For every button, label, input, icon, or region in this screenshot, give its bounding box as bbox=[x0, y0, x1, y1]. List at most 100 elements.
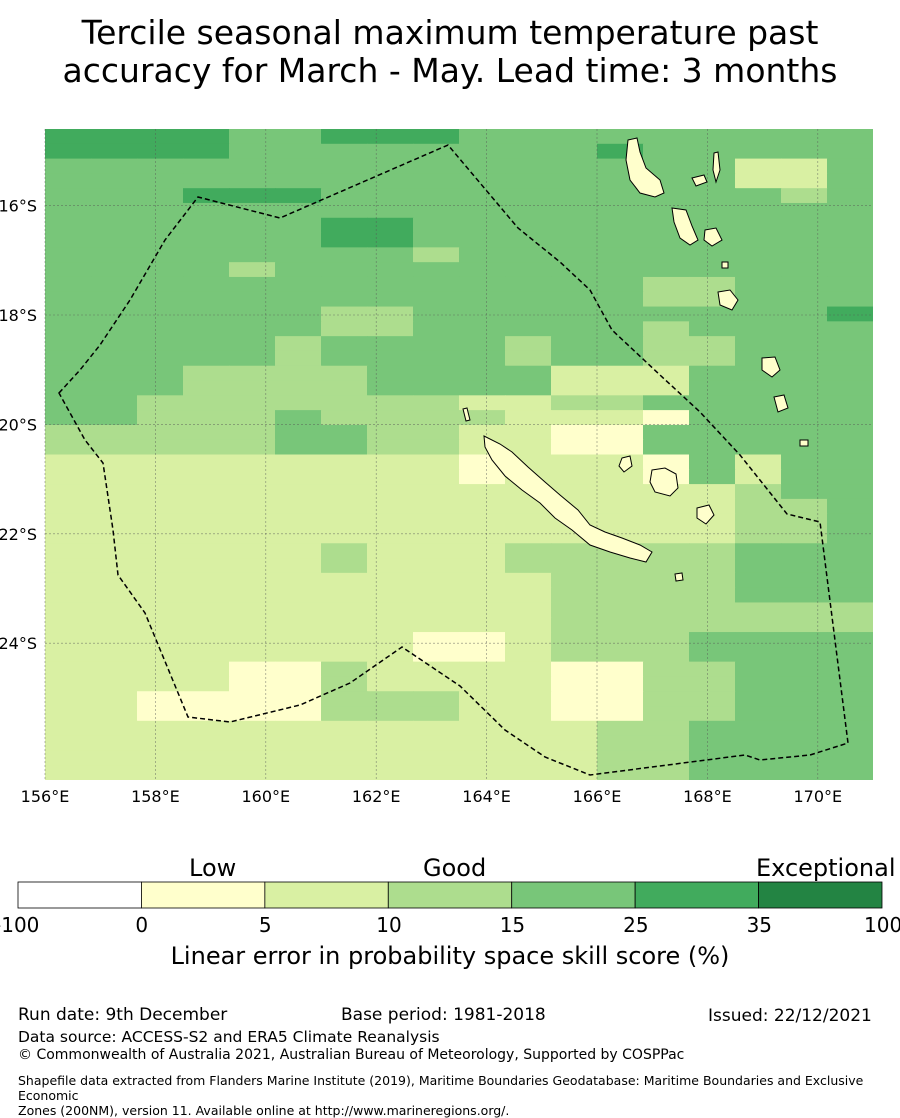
data-source: Data source: ACCESS-S2 and ERA5 Climate … bbox=[18, 1028, 440, 1046]
skill-cell bbox=[137, 350, 184, 367]
skill-cell bbox=[735, 395, 782, 411]
skill-cell bbox=[459, 395, 506, 411]
skill-cell bbox=[367, 262, 414, 278]
skill-cell bbox=[505, 587, 552, 604]
skill-cell bbox=[367, 410, 414, 426]
skill-cell bbox=[459, 587, 506, 604]
skill-cell bbox=[229, 395, 276, 411]
skill-cell bbox=[91, 247, 138, 263]
skill-cell bbox=[91, 528, 138, 544]
skill-cell bbox=[505, 247, 552, 263]
skill-cell bbox=[781, 646, 828, 663]
skill-cell bbox=[321, 143, 368, 160]
skill-cell bbox=[827, 602, 873, 618]
skill-cell bbox=[505, 395, 552, 411]
skill-cell bbox=[505, 513, 552, 530]
skill-cell bbox=[137, 365, 184, 382]
skill-cell bbox=[827, 217, 873, 234]
skill-cell bbox=[735, 306, 782, 322]
skill-cell bbox=[275, 750, 322, 766]
skill-cell bbox=[643, 232, 690, 248]
longitude-label: 162°E bbox=[352, 787, 401, 806]
skill-cell bbox=[229, 528, 276, 544]
skill-cell bbox=[551, 173, 598, 189]
skill-cell bbox=[827, 350, 873, 367]
skill-cell bbox=[551, 350, 598, 367]
skill-cell bbox=[505, 691, 552, 707]
colorbar-swatch bbox=[141, 881, 266, 909]
skill-cell bbox=[597, 602, 644, 618]
skill-cell bbox=[183, 276, 230, 293]
skill-cell bbox=[781, 276, 828, 293]
skill-cell bbox=[275, 513, 322, 530]
skill-cell bbox=[183, 158, 230, 174]
skill-cell bbox=[735, 129, 782, 145]
skill-cell bbox=[321, 350, 368, 367]
skill-cell bbox=[91, 454, 138, 470]
skill-cell bbox=[229, 158, 276, 174]
skill-cell bbox=[597, 750, 644, 766]
skill-cell bbox=[367, 158, 414, 174]
skill-cell bbox=[689, 602, 736, 618]
skill-cell bbox=[505, 129, 552, 145]
skill-cell bbox=[183, 173, 230, 189]
skill-cell bbox=[735, 410, 782, 426]
skill-cell bbox=[505, 632, 552, 648]
skill-cell bbox=[91, 558, 138, 574]
skill-cell bbox=[551, 720, 598, 737]
skill-cell bbox=[689, 424, 736, 441]
skill-cell bbox=[183, 410, 230, 426]
skill-cell bbox=[505, 735, 552, 752]
skill-cell bbox=[505, 336, 552, 352]
skill-cell bbox=[597, 424, 644, 441]
skill-cell bbox=[183, 336, 230, 352]
skill-cell bbox=[321, 247, 368, 263]
skill-cell bbox=[45, 469, 92, 485]
skill-cell bbox=[459, 306, 506, 322]
skill-cell bbox=[91, 706, 138, 722]
skill-cell bbox=[229, 424, 276, 441]
skill-cell bbox=[137, 129, 184, 145]
skill-cell bbox=[321, 454, 368, 470]
skill-cell bbox=[45, 439, 92, 456]
skill-cell bbox=[689, 543, 736, 559]
skill-cell bbox=[735, 513, 782, 530]
skill-cell bbox=[275, 720, 322, 737]
skill-cell bbox=[781, 365, 828, 382]
skill-cell bbox=[321, 217, 368, 234]
skill-grid bbox=[45, 129, 873, 780]
skill-cell bbox=[505, 676, 552, 692]
skill-cell bbox=[735, 424, 782, 441]
espiritu-santo-coast bbox=[625, 137, 665, 198]
skill-cell bbox=[275, 247, 322, 263]
longitude-label: 158°E bbox=[131, 787, 180, 806]
skill-cell bbox=[413, 543, 460, 559]
skill-cell bbox=[597, 587, 644, 604]
skill-cell bbox=[367, 306, 414, 322]
skill-cell bbox=[413, 158, 460, 174]
skill-cell bbox=[689, 129, 736, 145]
skill-cell bbox=[643, 706, 690, 722]
skill-cell bbox=[781, 262, 828, 278]
skill-cell bbox=[321, 276, 368, 293]
skill-cell bbox=[735, 632, 782, 648]
skill-cell bbox=[459, 661, 506, 678]
skill-cell bbox=[597, 676, 644, 692]
skill-cell bbox=[367, 321, 414, 337]
skill-cell bbox=[827, 691, 873, 707]
skill-cell bbox=[735, 661, 782, 678]
skill-cell bbox=[781, 587, 828, 604]
skill-cell bbox=[91, 395, 138, 411]
skill-cell bbox=[827, 484, 873, 500]
skill-cell bbox=[459, 143, 506, 160]
skill-cell bbox=[183, 129, 230, 145]
skill-cell bbox=[275, 336, 322, 352]
skill-cell bbox=[367, 632, 414, 648]
skill-cell bbox=[275, 173, 322, 189]
skill-cell bbox=[643, 291, 690, 308]
skill-cell bbox=[229, 143, 276, 160]
eez-boundary bbox=[58, 144, 849, 776]
skill-cell bbox=[367, 572, 414, 589]
skill-cell bbox=[735, 439, 782, 456]
skill-cell bbox=[321, 202, 368, 219]
